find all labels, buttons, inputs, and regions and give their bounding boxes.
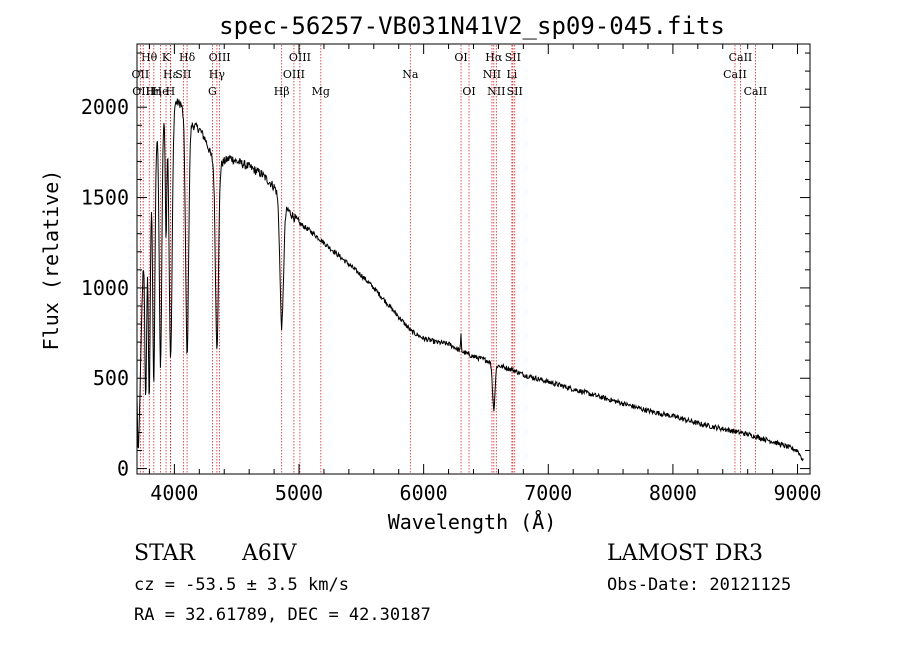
y-axis-label: Flux (relative)	[39, 170, 63, 351]
y-tick-label: 1500	[81, 186, 129, 210]
line-marker-label: Hβ	[274, 85, 290, 98]
x-tick-label: 9000	[773, 481, 821, 505]
line-marker-label: Li	[506, 68, 517, 81]
coordinates-text: RA = 32.61789, DEC = 42.30187	[134, 605, 431, 625]
survey-name: LAMOST DR3	[607, 541, 763, 566]
x-tick-label: 8000	[649, 481, 697, 505]
line-marker-label: Hγ	[209, 68, 226, 81]
axes-group: 4000 5000 6000 7000 8000 9000 0 500 1000 1500 2000	[81, 44, 822, 505]
line-marker-label: Na	[402, 68, 419, 81]
y-tick-label: 1000	[81, 276, 129, 300]
plot-frame	[136, 43, 811, 475]
line-marker-label: SII	[507, 85, 523, 98]
line-marker-label: K	[162, 51, 171, 64]
x-axis-label: Wavelength (Å)	[388, 510, 557, 534]
line-marker-label: NII	[487, 85, 505, 98]
line-marker-label: Hδ	[179, 51, 196, 64]
y-tick-label: 500	[93, 366, 129, 390]
line-marker-label: OIII	[289, 51, 311, 64]
chart-title: spec-56257-VB031N41V2_sp09-045.fits	[219, 12, 725, 40]
object-class: STAR	[134, 541, 196, 566]
line-marker-label: He	[153, 85, 169, 98]
line-marker-label: H	[166, 85, 176, 98]
line-marker-label: Hε	[163, 68, 179, 81]
line-marker-label: Hα	[485, 51, 503, 64]
y-tick-label: 0	[117, 457, 129, 481]
line-marker-label: OIII	[283, 68, 305, 81]
line-marker-label: OIII	[209, 51, 231, 64]
line-marker-label: CaII	[744, 85, 768, 98]
line-marker-label: OI	[462, 85, 475, 98]
line-marker-label: NII	[483, 68, 501, 81]
spectrum-line	[136, 98, 804, 462]
x-tick-label: 7000	[524, 481, 572, 505]
line-marker-label: OIII	[132, 85, 154, 98]
line-marker-label: Mg	[312, 85, 330, 98]
obs-date-text: Obs-Date: 20121125	[607, 575, 791, 595]
object-subclass: A6IV	[241, 541, 298, 566]
line-marker-label: OI	[454, 51, 467, 64]
redshift-text: cz = -53.5 ± 3.5 km/s	[134, 575, 349, 595]
line-marker-label: CaII	[723, 68, 747, 81]
line-marker-label: SII	[175, 68, 191, 81]
x-tick-label: 5000	[275, 481, 323, 505]
y-tick-label: 2000	[81, 95, 129, 119]
line-marker-label: CaII	[729, 51, 753, 64]
x-tick-label: 6000	[400, 481, 448, 505]
line-marker-label: Hη	[146, 85, 162, 98]
x-tick-label: 4000	[150, 481, 198, 505]
line-marker-label: SII	[505, 51, 521, 64]
line-marker-label: G	[208, 85, 217, 98]
line-marker-label: OII	[132, 68, 150, 81]
